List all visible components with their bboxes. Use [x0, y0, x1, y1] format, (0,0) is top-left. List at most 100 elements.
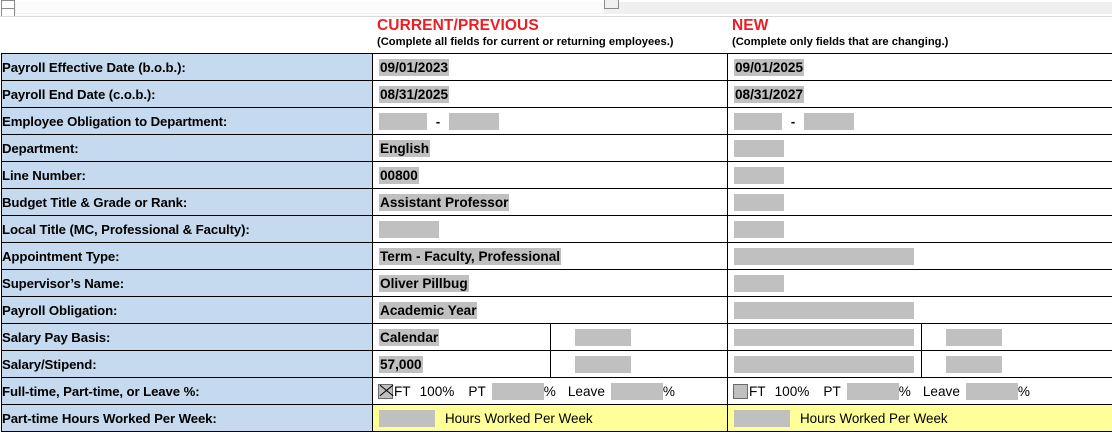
row-current-cell: FT 100% PT% Leave% [372, 377, 728, 405]
form-field-blank[interactable] [734, 328, 914, 346]
range-separator: - [790, 113, 796, 129]
column-header-new-title: NEW [732, 17, 769, 34]
document-ruler[interactable] [0, 0, 1112, 18]
form-field-value[interactable]: Calendar [379, 328, 440, 346]
column-header-new: NEW (Complete only fields that are chang… [732, 18, 948, 49]
row-current-cell [372, 215, 728, 243]
form-field-blank[interactable] [734, 139, 784, 157]
form-field-value[interactable]: Oliver Pillbug [379, 274, 469, 292]
range-group-new: - [728, 108, 1112, 134]
form-field-blank[interactable] [379, 220, 439, 238]
table-row: Budget Title & Grade or Rank: Assistant P… [1, 188, 1112, 216]
range-end-field[interactable] [449, 112, 499, 130]
row-current-cell: Academic Year [372, 296, 728, 324]
table-row: Appointment Type: Term - Faculty, Profess… [1, 242, 1112, 270]
ft-label: FT [394, 383, 411, 399]
form-field-blank[interactable] [734, 166, 784, 184]
form-field-value[interactable]: 08/31/2027 [734, 85, 805, 103]
form-field-blank[interactable] [945, 328, 1002, 346]
row-new-cell: FT 100% PT% Leave% [727, 377, 1112, 405]
form-field-value[interactable]: 00800 [379, 166, 419, 184]
table-row: Line Number: 00800 [1, 161, 1112, 189]
form-field-value[interactable]: 09/01/2023 [379, 58, 450, 76]
range-end-field[interactable] [804, 112, 854, 130]
row-label-cell: Salary/Stipend: [1, 350, 373, 378]
row-label: Payroll End Date (c.o.b.): [2, 86, 156, 102]
ft-label: FT [749, 383, 766, 399]
form-field-blank[interactable] [734, 193, 784, 211]
form-field-value[interactable]: 09/01/2025 [734, 58, 805, 76]
row-label-cell: Line Number: [1, 161, 373, 189]
row-label: Line Number: [2, 167, 86, 183]
form-field-blank[interactable] [734, 301, 914, 319]
form-field-blank[interactable] [734, 274, 784, 292]
ft-percent: 100% [774, 383, 810, 399]
hours-value-field[interactable] [379, 409, 435, 427]
form-field-value[interactable]: Academic Year [379, 301, 478, 319]
form-field-blank[interactable] [734, 247, 914, 265]
row-current-cell: Assistant Professor [372, 188, 728, 216]
document-page: CURRENT/PREVIOUS (Complete all fields fo… [0, 18, 1112, 432]
row-new-sub-cell [920, 350, 1112, 378]
column-header-current-title: CURRENT/PREVIOUS [377, 17, 539, 34]
leave-value-field[interactable] [965, 382, 1018, 400]
row-label: Salary Pay Basis: [2, 329, 111, 345]
ft-checkbox-new[interactable] [733, 383, 748, 399]
table-row: Part-time Hours Worked Per Week: Hours Wo… [1, 404, 1112, 432]
ft-checkbox-current[interactable] [378, 383, 393, 399]
row-new-cell [727, 269, 1112, 297]
form-field-blank[interactable] [574, 328, 631, 346]
row-label: Part-time Hours Worked Per Week: [2, 410, 217, 426]
row-new-cell: - [727, 107, 1112, 135]
row-label-cell: Supervisor’s Name: [1, 269, 373, 297]
range-group-current: - [373, 108, 727, 134]
row-current-cell: English [372, 134, 728, 162]
hours-group-current: Hours Worked Per Week [373, 405, 727, 431]
ruler-divider [0, 16, 1112, 17]
row-new-cell [727, 188, 1112, 216]
form-field-value[interactable]: Assistant Professor [379, 193, 510, 211]
leave-label: Leave [922, 383, 960, 399]
table-row: Salary/Stipend: 57,000 [1, 350, 1112, 378]
pt-percent-sign: % [543, 383, 556, 399]
form-field-blank[interactable] [734, 355, 914, 373]
form-field-blank[interactable] [734, 220, 784, 238]
table-row: Department: English [1, 134, 1112, 162]
leave-value-field[interactable] [610, 382, 663, 400]
column-header-new-subtitle: (Complete only fields that are changing.… [732, 36, 949, 48]
form-field-blank[interactable] [574, 355, 631, 373]
row-current-cell: 57,000 [372, 350, 551, 378]
row-current-cell: - [372, 107, 728, 135]
column-headers: CURRENT/PREVIOUS (Complete all fields fo… [0, 18, 1112, 53]
table-row: Full-time, Part-time, or Leave %: FT 100% P… [1, 377, 1112, 405]
row-label-cell: Local Title (MC, Professional & Faculty)… [1, 215, 373, 243]
range-start-field[interactable] [734, 112, 782, 130]
range-start-field[interactable] [379, 112, 427, 130]
row-label-cell: Salary Pay Basis: [1, 323, 373, 351]
column-header-current-subtitle: (Complete all fields for current or retu… [377, 36, 674, 48]
hours-value-field[interactable] [734, 409, 790, 427]
pt-label: PT [468, 383, 486, 399]
table-row: Salary Pay Basis: Calendar [1, 323, 1112, 351]
form-field-blank[interactable] [945, 355, 1002, 373]
row-new-cell [727, 296, 1112, 324]
form-field-value[interactable]: English [379, 139, 431, 157]
form-field-value[interactable]: 08/31/2025 [379, 85, 450, 103]
table-row: Employee Obligation to Department: - - [1, 107, 1112, 135]
form-field-value[interactable]: Term - Faculty, Professional [379, 247, 562, 265]
row-current-cell: Calendar [372, 323, 551, 351]
form-field-value[interactable]: 57,000 [379, 355, 423, 373]
ft-percent: 100% [419, 383, 455, 399]
right-indent-marker-icon[interactable] [604, 0, 619, 9]
fulltime-group-current: FT 100% PT% Leave% [373, 378, 727, 404]
row-current-cell: 00800 [372, 161, 728, 189]
pt-label: PT [823, 383, 841, 399]
pt-percent-sign: % [898, 383, 911, 399]
row-label: Budget Title & Grade or Rank: [2, 194, 188, 210]
row-label-cell: Part-time Hours Worked Per Week: [1, 404, 373, 432]
pt-value-field[interactable] [491, 382, 544, 400]
row-label: Department: [2, 140, 79, 156]
row-label-cell: Appointment Type: [1, 242, 373, 270]
pt-value-field[interactable] [846, 382, 899, 400]
leave-percent-sign: % [1017, 383, 1030, 399]
